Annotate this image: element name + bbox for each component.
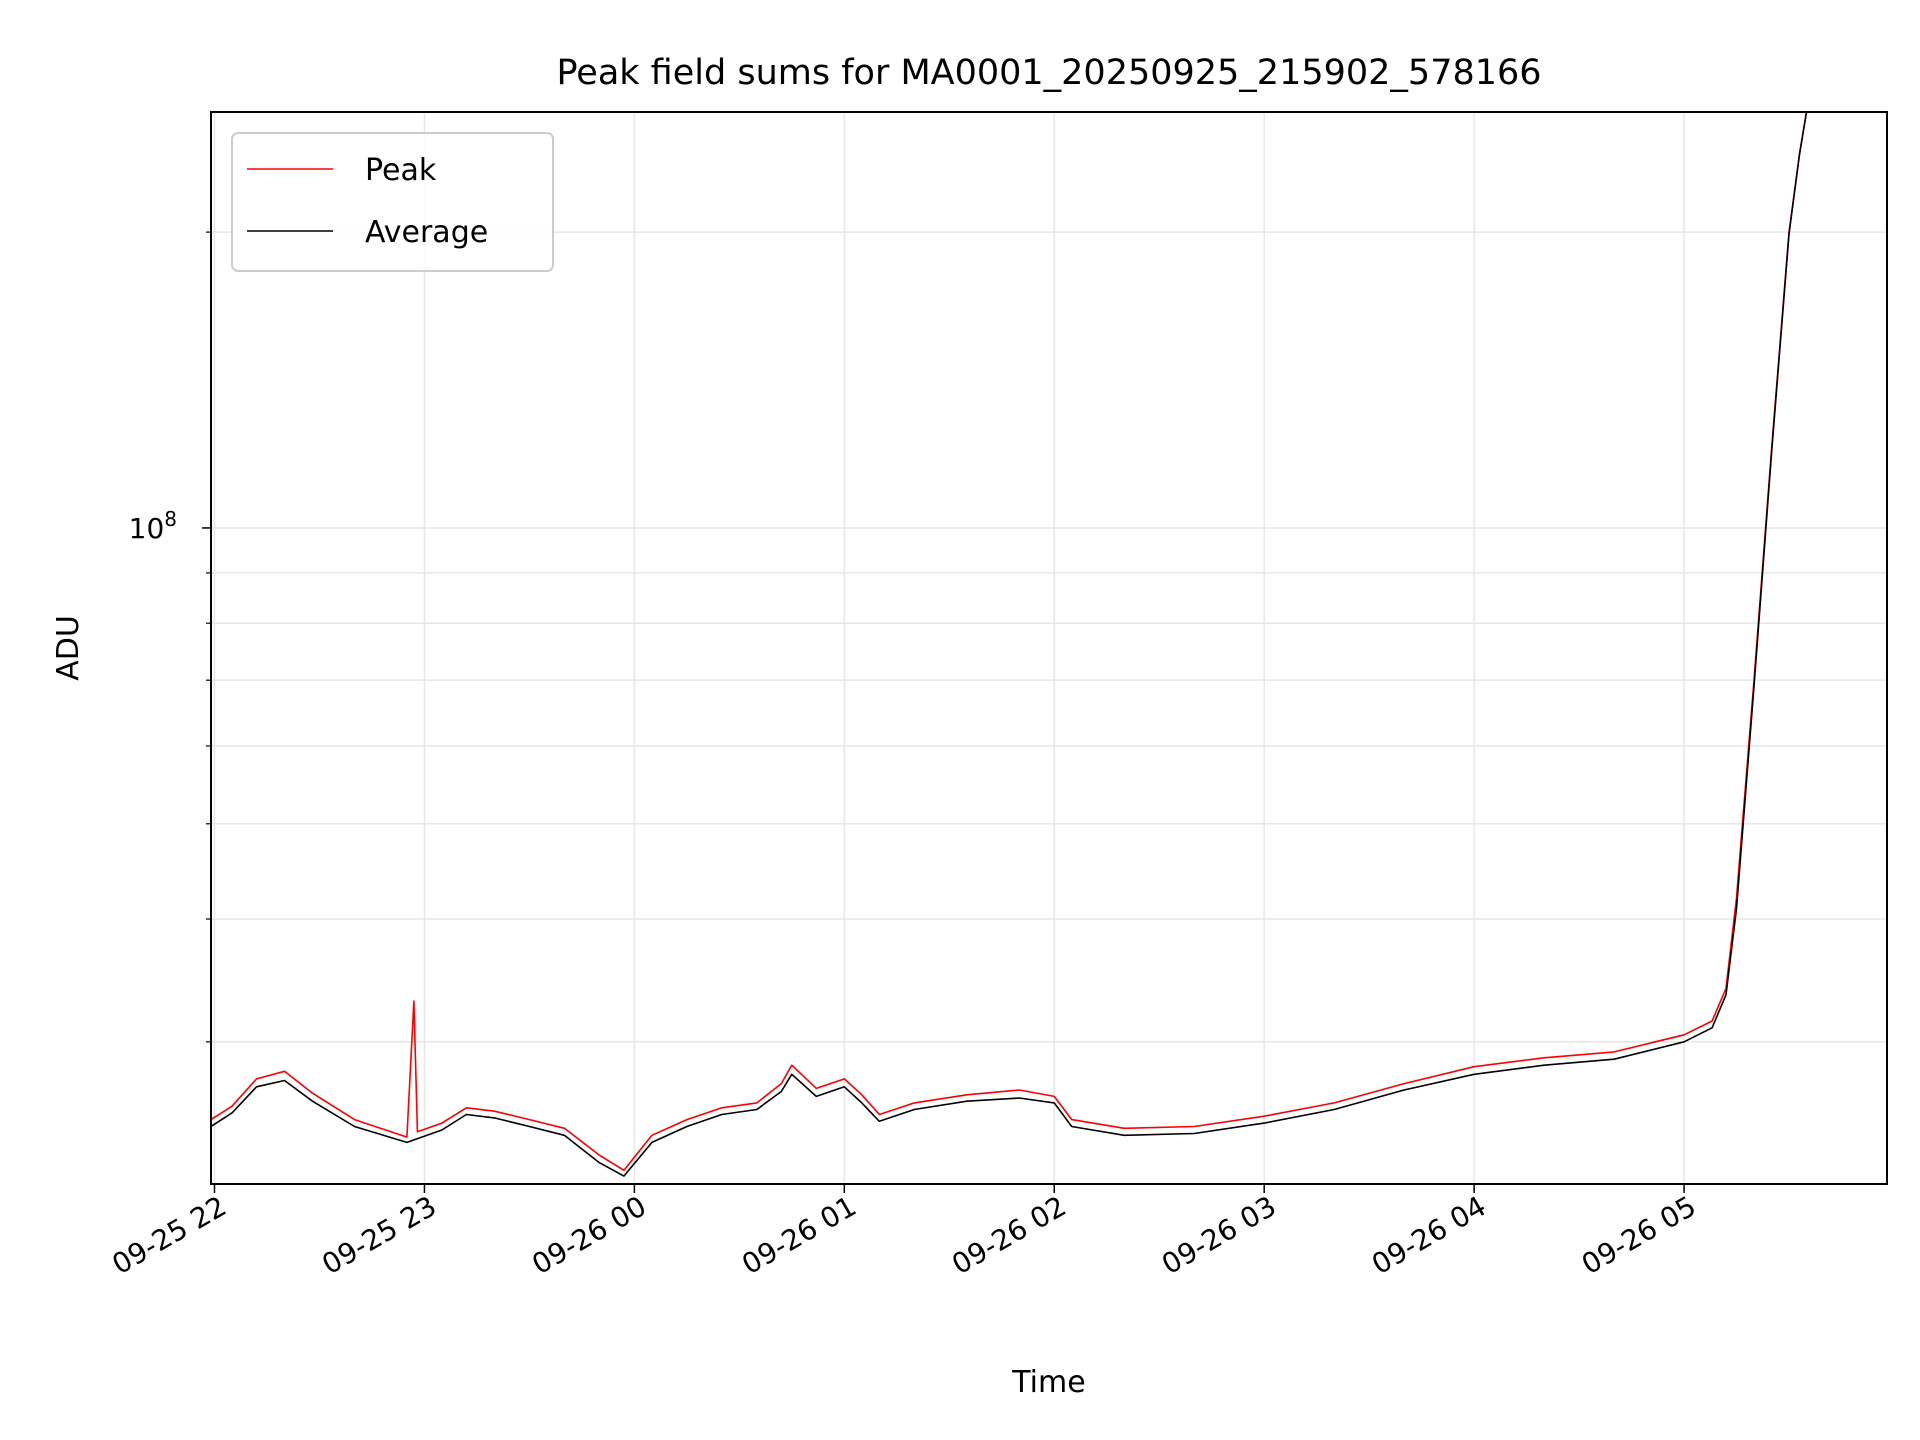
y-axis-label: ADU (51, 615, 86, 681)
series-line-peak (211, 112, 1808, 1172)
chart-title: Peak field sums for MA0001_20250925_2159… (556, 53, 1541, 93)
y-tick-label-1e8: 108 (129, 507, 177, 545)
legend: Peak Average (231, 132, 554, 272)
plot-frame (210, 111, 1888, 1185)
legend-label-average: Average (365, 215, 488, 250)
grid-lines (211, 112, 1887, 1184)
legend-box (231, 132, 554, 272)
series-lines (211, 112, 1808, 1177)
series-line-average (211, 112, 1808, 1177)
x-axis-label: Time (1011, 1365, 1085, 1400)
legend-label-peak: Peak (365, 153, 437, 188)
